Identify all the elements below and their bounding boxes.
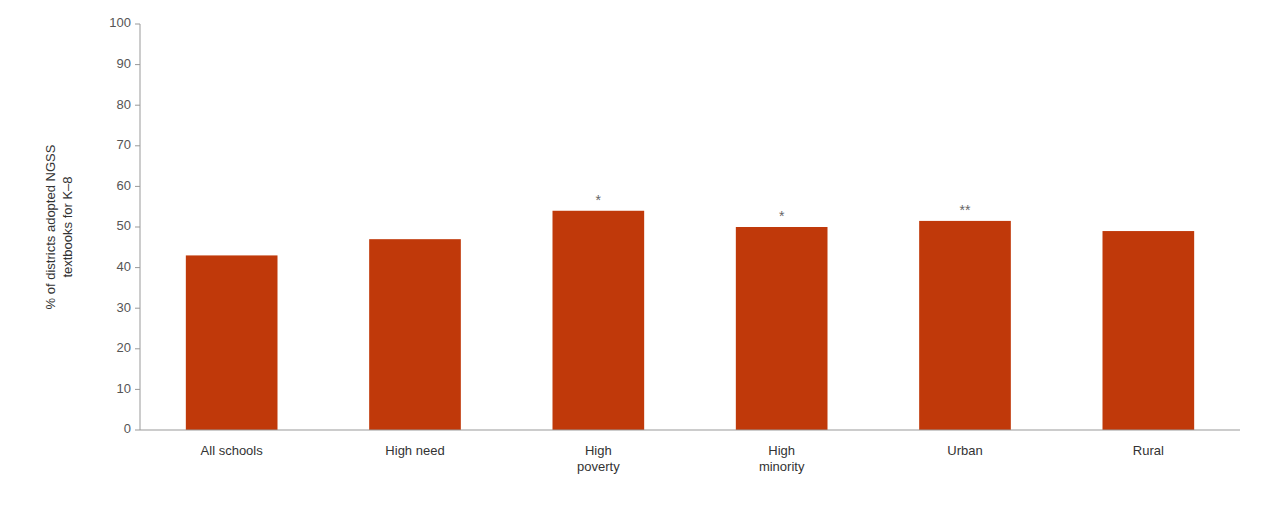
y-tick-label: 70 [117,137,131,152]
chart-svg: 0 10 20 30 40 50 60 70 80 90 100 % of districts ado… [0,0,1280,520]
y-tick-label: 90 [117,56,131,71]
y-tick [135,227,140,228]
y-tick-label: 10 [117,381,131,396]
x-tick-label: High need [385,443,444,458]
y-tick-label: 60 [117,178,131,193]
x-axis-line [140,430,1240,431]
y-tick [135,64,140,65]
y-tick-label: 50 [117,218,131,233]
y-tick-label: 30 [117,300,131,315]
bar [1103,231,1195,430]
y-tick [135,145,140,146]
y-tick [135,430,140,431]
bar [919,221,1011,430]
annotation: ** [960,202,971,218]
x-tick-label: Highpoverty [577,443,620,474]
y-tick [135,389,140,390]
annotations: **** [596,192,971,224]
x-tick-label: Highminority [759,443,805,474]
x-tick-label: Rural [1133,443,1164,458]
x-tick-label: Urban [947,443,982,458]
chart-container: 0 10 20 30 40 50 60 70 80 90 100 % of districts ado… [0,0,1280,520]
y-tick-label: 20 [117,340,131,355]
y-tick-label: 0 [124,421,131,436]
bars [186,211,1194,430]
x-tick-label: All schools [201,443,264,458]
y-axis: 0 10 20 30 40 50 60 70 80 90 100 [109,15,140,436]
y-tick [135,308,140,309]
y-tick-label: 100 [109,15,131,30]
y-tick [135,105,140,106]
x-axis: All schools High need Highpoverty Highminor… [140,430,1240,474]
bar [736,227,828,430]
y-axis-label: % of districts adopted NGSStextbooks for… [43,144,75,309]
bar [369,239,461,430]
annotation: * [779,208,785,224]
y-tick-label: 40 [117,259,131,274]
y-tick-label: 80 [117,97,131,112]
annotation: * [596,192,602,208]
y-axis-line [140,24,141,430]
y-tick [135,267,140,268]
y-tick [135,186,140,187]
y-tick [135,348,140,349]
y-tick [135,24,140,25]
bar [186,255,278,430]
bar [553,211,645,430]
